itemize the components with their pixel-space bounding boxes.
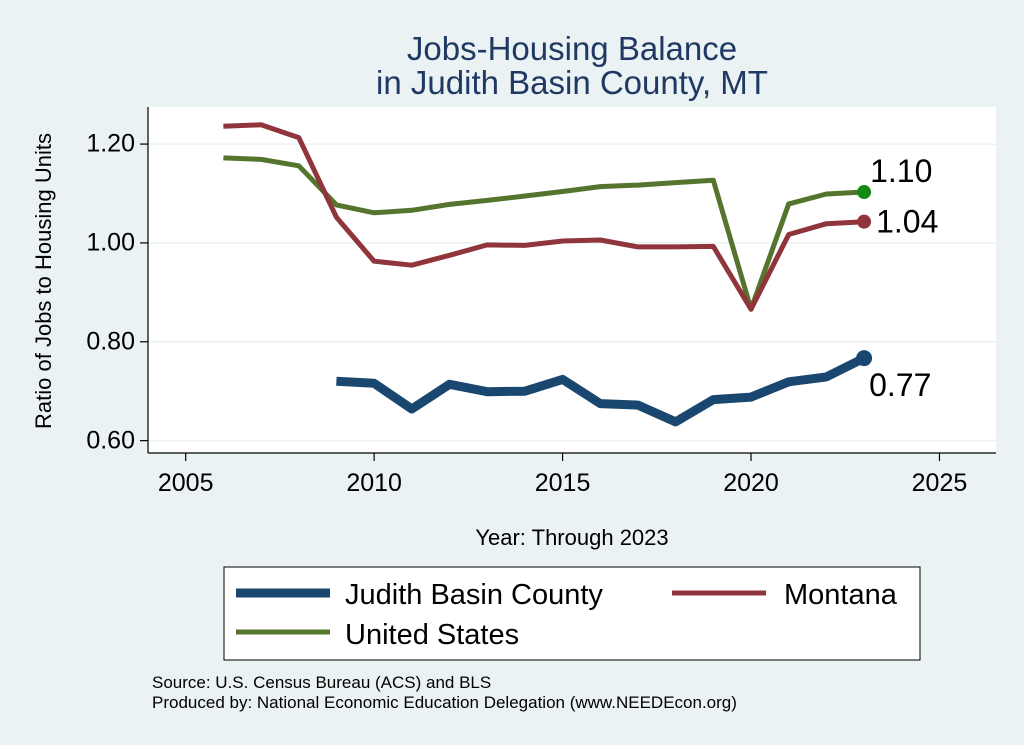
end-label-judith-basin-county: 0.77: [869, 367, 931, 403]
end-points: 0.77 1.04 1.10: [856, 153, 938, 403]
source-notes: Source: U.S. Census Bureau (ACS) and BLS…: [152, 673, 737, 712]
series-line-montana: [223, 122, 865, 312]
title-line-1: Jobs-Housing Balance: [407, 30, 737, 67]
chart-title: Jobs-Housing Balance in Judith Basin Cou…: [376, 30, 768, 101]
series-lines: [223, 122, 867, 427]
y-axis-title: Ratio of Jobs to Housing Units: [31, 133, 56, 429]
end-marker-judith-basin-county: [856, 350, 873, 367]
end-marker-united-states: [857, 185, 872, 200]
y-tick-label-0-60: 0.60: [86, 426, 135, 454]
x-ticks: 2005 2010 2015 2020 2025: [158, 453, 967, 497]
x-tick-label-2010: 2010: [346, 469, 402, 497]
legend-label-united-states: United States: [345, 619, 519, 651]
x-axis-title: Year: Through 2023: [475, 525, 668, 550]
y-tick-label-0-80: 0.80: [86, 327, 135, 355]
legend-box: [223, 566, 921, 661]
x-tick-label-2015: 2015: [535, 469, 591, 497]
source-note: Source: U.S. Census Bureau (ACS) and BLS: [152, 673, 491, 692]
end-marker-montana: [857, 214, 872, 229]
y-tick-label-1-20: 1.20: [86, 130, 135, 158]
title-line-2: in Judith Basin County, MT: [376, 64, 768, 101]
x-tick-label-2025: 2025: [912, 469, 968, 497]
legend-label-montana: Montana: [784, 579, 898, 611]
legend-label-judith-basin-county: Judith Basin County: [345, 579, 603, 611]
producer-note: Produced by: National Economic Education…: [152, 693, 737, 712]
y-tick-label-1-00: 1.00: [86, 229, 135, 257]
x-tick-label-2020: 2020: [723, 469, 779, 497]
x-tick-label-2005: 2005: [158, 469, 214, 497]
legend: Judith Basin County Montana United State…: [223, 566, 921, 661]
series-line-judith-basin-county: [336, 354, 867, 427]
end-label-montana: 1.04: [876, 204, 938, 240]
axes: [147, 107, 996, 454]
end-label-united-states: 1.10: [870, 153, 932, 189]
y-ticks: 0.60 0.80 1.00 1.20: [86, 130, 148, 454]
